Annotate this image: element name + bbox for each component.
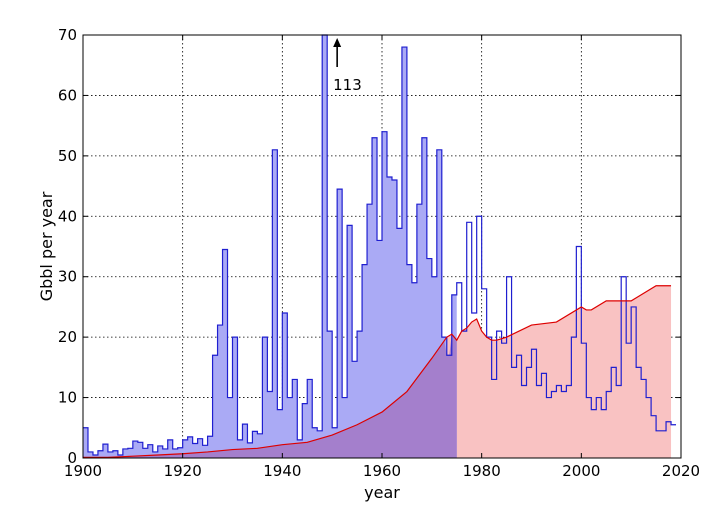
y-tick-label: 70 xyxy=(58,26,77,44)
annotation-label: 113 xyxy=(333,76,362,94)
discovery-step-line xyxy=(83,34,677,456)
axis-ticks: 1900 1920 1940 1960 1980 2000 2020 0 10 20 30 40 50 6… xyxy=(58,26,700,480)
overlap-area-fill xyxy=(83,334,457,458)
x-tick-label: 2000 xyxy=(562,462,600,480)
y-tick-label: 60 xyxy=(58,86,77,104)
y-tick-label: 50 xyxy=(58,147,77,165)
y-tick-label: 40 xyxy=(58,207,77,225)
x-tick-label: 1960 xyxy=(363,462,401,480)
production-line-path xyxy=(83,285,672,458)
x-tick-label: 1900 xyxy=(64,462,102,480)
y-axis-label: Gbbl per year xyxy=(37,191,56,301)
x-tick-label: 1920 xyxy=(164,462,202,480)
arrow-head-icon xyxy=(333,38,342,47)
discovery-area xyxy=(83,35,457,458)
x-tick-label: 1980 xyxy=(463,462,501,480)
overlap-area xyxy=(83,334,457,458)
discovery-area-fill xyxy=(83,35,457,458)
annotation: 113 xyxy=(333,38,362,94)
production-line xyxy=(83,285,672,458)
y-tick-label: 10 xyxy=(58,389,77,407)
x-tick-label: 2020 xyxy=(662,462,700,480)
x-axis-label: year xyxy=(364,483,400,502)
y-tick-label: 0 xyxy=(67,449,77,467)
x-tick-label: 1940 xyxy=(263,462,301,480)
y-tick-label: 30 xyxy=(58,268,77,286)
discovery-line xyxy=(83,34,677,456)
y-tick-label: 20 xyxy=(58,328,77,346)
